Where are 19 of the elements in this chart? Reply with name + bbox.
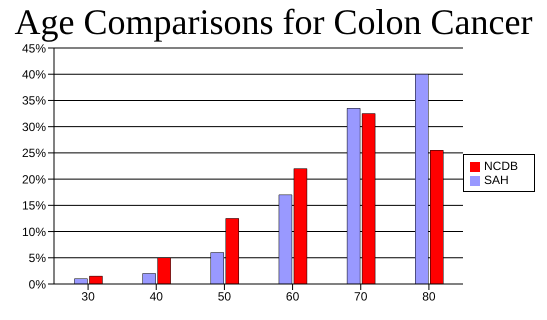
- y-tick-label: 10%: [22, 224, 46, 239]
- y-tick-label: 25%: [22, 146, 46, 160]
- x-tick-label: 50: [218, 290, 232, 304]
- x-tick-label: 40: [150, 290, 164, 304]
- y-tick-label: 15%: [22, 198, 46, 213]
- legend-label: SAH: [484, 173, 509, 187]
- y-tick-label: 0%: [28, 277, 46, 292]
- y-tick-label: 35%: [22, 94, 46, 108]
- x-tick-label: 60: [286, 290, 300, 304]
- x-tick-label: 80: [422, 290, 436, 304]
- y-tick-label: 5%: [28, 251, 46, 266]
- legend-label: NCDB: [484, 159, 518, 173]
- y-tick-label: 40%: [22, 67, 46, 82]
- y-tick-label: 20%: [22, 172, 46, 186]
- y-tick-label: 30%: [22, 120, 46, 134]
- chart-title: Age Comparisons for Colon Cancer: [14, 2, 534, 42]
- x-tick-label: 70: [354, 290, 368, 304]
- x-tick-label: 30: [81, 290, 96, 304]
- y-tick-label: 45%: [22, 41, 46, 56]
